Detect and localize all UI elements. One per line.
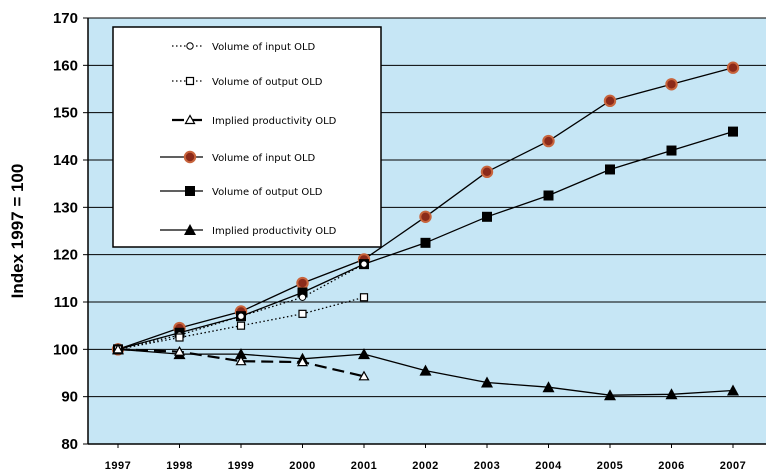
series-line	[117, 348, 365, 378]
legend-label: Volume of input OLD	[212, 42, 316, 53]
data-point	[482, 211, 492, 222]
data-point	[604, 389, 616, 401]
data-point	[235, 355, 247, 366]
y-tick-label: 160	[53, 57, 78, 74]
y-tick-label: 130	[53, 199, 78, 216]
y-tick-label: 100	[53, 341, 78, 358]
data-point	[358, 348, 370, 360]
legend-box	[112, 26, 382, 248]
data-point	[665, 388, 678, 400]
data-point	[543, 190, 554, 201]
data-point	[296, 276, 309, 290]
data-point	[726, 61, 740, 74]
legend-marker	[185, 76, 195, 86]
legend-label: Volume of input OLD	[212, 153, 316, 164]
axes	[87, 18, 766, 445]
data-point	[727, 384, 739, 396]
legend-marker	[185, 186, 195, 196]
x-tick-labels: 1997 1998 1999 2000 2001 2002 2003 2004 2005 2006…	[105, 444, 746, 472]
series-2	[112, 343, 370, 381]
data-point	[420, 237, 431, 248]
data-point	[666, 145, 677, 156]
series-5	[112, 343, 739, 401]
legend-marker	[184, 224, 196, 235]
data-point	[358, 370, 370, 381]
x-tick-label: 2004	[535, 460, 562, 472]
series-lines	[111, 61, 740, 401]
data-point	[360, 260, 368, 268]
legend-marker	[186, 42, 194, 50]
data-point	[298, 293, 307, 301]
x-tick-label: 1997	[105, 460, 131, 472]
x-tick-label: 1999	[228, 460, 254, 472]
x-tick-label: 1998	[166, 460, 192, 472]
legend-label: Implied productivity OLD	[212, 116, 337, 127]
data-point	[235, 348, 247, 360]
y-tick-label: 90	[61, 389, 78, 406]
y-tick-label: 80	[61, 436, 78, 453]
x-tick-label: 2000	[289, 460, 315, 472]
legend-marker	[184, 114, 196, 125]
y-tick-label: 170	[53, 10, 78, 27]
y-tick-label: 140	[53, 152, 78, 169]
data-point	[419, 210, 432, 224]
data-point	[542, 134, 555, 148]
legend-marker	[183, 150, 197, 164]
data-point	[419, 364, 432, 376]
y-axis-title: Index 1997 = 100	[8, 164, 27, 299]
data-point	[298, 309, 307, 318]
data-point	[359, 293, 369, 302]
data-point	[605, 164, 615, 175]
data-point	[481, 376, 493, 388]
y-tick-label: 110	[54, 294, 78, 311]
x-tick-label: 2005	[597, 460, 623, 472]
x-tick-label: 2001	[351, 460, 377, 472]
data-point	[237, 312, 245, 320]
data-point	[175, 333, 184, 342]
data-point	[112, 343, 124, 354]
data-point	[542, 381, 555, 393]
y-tick-labels: 80 90 100 110 120 130 140 150 160 170	[53, 10, 78, 453]
legend: Volume of input OLD Volume of output OLD I…	[112, 26, 382, 248]
x-tick-label: 2006	[658, 460, 684, 472]
legend-label: Implied productivity OLD	[212, 226, 337, 237]
data-point	[236, 321, 246, 330]
data-point	[480, 165, 494, 179]
x-tick-label: 2002	[412, 460, 438, 472]
data-point	[297, 287, 308, 298]
y-tick-label: 120	[53, 247, 78, 264]
legend-label: Volume of output OLD	[212, 187, 323, 198]
data-point	[603, 94, 617, 108]
legend-label: Volume of output OLD	[212, 77, 323, 88]
data-point	[665, 78, 678, 91]
y-tick-label: 150	[53, 105, 78, 122]
data-point	[296, 356, 309, 367]
x-tick-label: 2003	[474, 460, 500, 472]
x-tick-label: 2007	[720, 460, 746, 472]
data-point	[728, 126, 738, 137]
data-point	[173, 345, 186, 356]
